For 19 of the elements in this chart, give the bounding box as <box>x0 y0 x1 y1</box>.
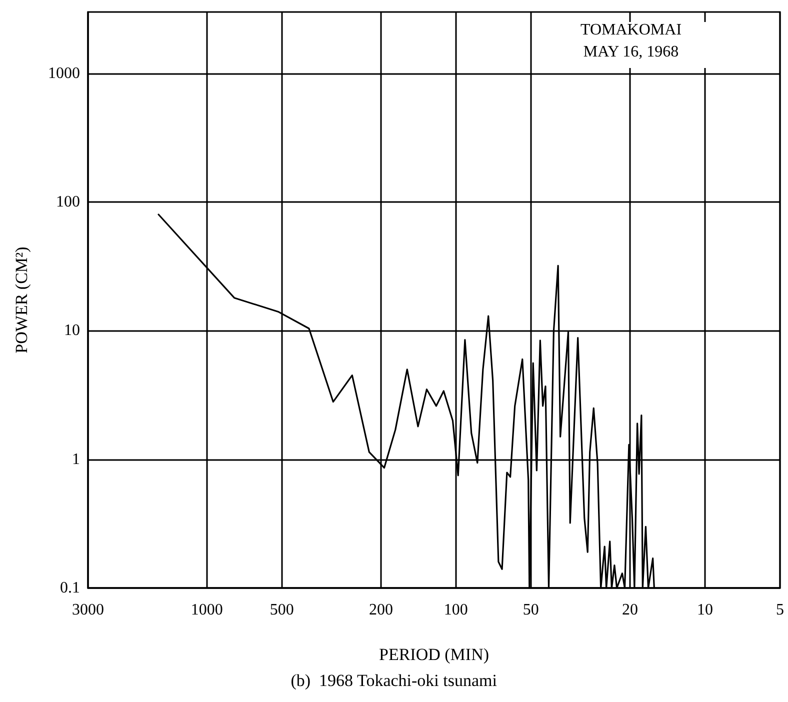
y-tick-label: 1000 <box>48 64 80 82</box>
x-tick-label: 500 <box>270 602 294 618</box>
y-tick-label: 0.1 <box>60 580 80 596</box>
x-tick-label: 50 <box>522 602 539 618</box>
y-tick-label: 10 <box>64 322 80 340</box>
x-tick-label: 20 <box>622 602 638 618</box>
y-axis-title: POWER (CM²) <box>12 246 31 354</box>
y-tick-label: 1 <box>72 450 80 468</box>
y-tick-label: 100 <box>56 194 80 211</box>
annotation: TOMAKOMAI <box>580 22 682 38</box>
x-tick-label: 1000 <box>190 602 223 618</box>
x-tick-label: 10 <box>697 602 714 618</box>
x-axis-title: PERIOD (MIN) <box>378 645 490 664</box>
text: (b) 1968 Tokachi-oki tsunami <box>290 671 498 690</box>
x-tick-label: 5 <box>776 602 784 618</box>
x-tick-label: 3000 <box>72 602 104 618</box>
annotation: MAY 16, 1968 <box>583 44 679 60</box>
x-tick-label: 100 <box>444 602 468 618</box>
x-tick-label: 200 <box>368 602 393 618</box>
